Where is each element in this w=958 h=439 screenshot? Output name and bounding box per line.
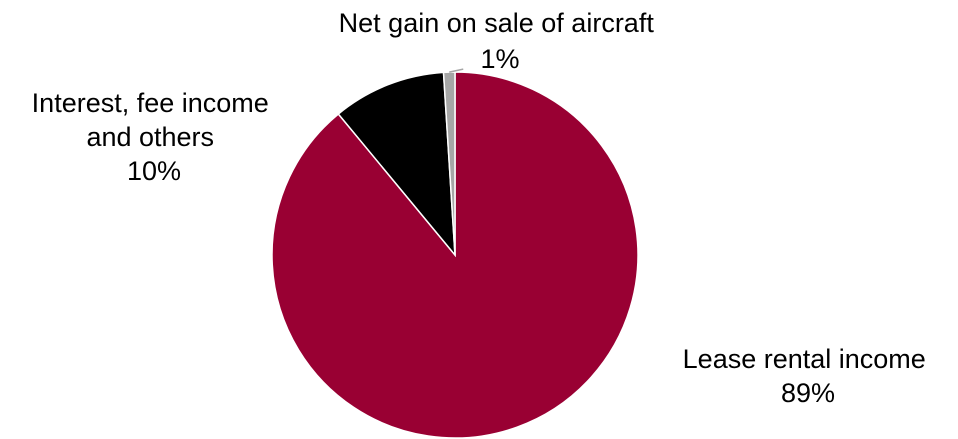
slice-label-lease-rental-income: Lease rental income 89%	[683, 344, 934, 408]
slice-percent: 89%	[781, 378, 835, 408]
slice-percent: 1%	[480, 44, 519, 74]
slice-label-net-gain-on-sale: Net gain on sale of aircraft 1%	[339, 8, 662, 74]
slice-label-line: Lease rental income	[683, 344, 926, 374]
slice-label-interest-fee-income: Interest, fee income and others 10%	[32, 88, 277, 186]
slice-label-line: and others	[86, 122, 214, 152]
slice-percent: 10%	[127, 156, 181, 186]
slice-net-gain-on-sale	[442, 71, 456, 256]
slice-interest-fee-income	[337, 71, 456, 258]
leader-line-net-gain	[449, 68, 464, 73]
pie-slices	[271, 71, 639, 439]
slice-label-line: Interest, fee income	[32, 88, 269, 118]
slice-label-line: Net gain on sale of aircraft	[339, 8, 655, 38]
